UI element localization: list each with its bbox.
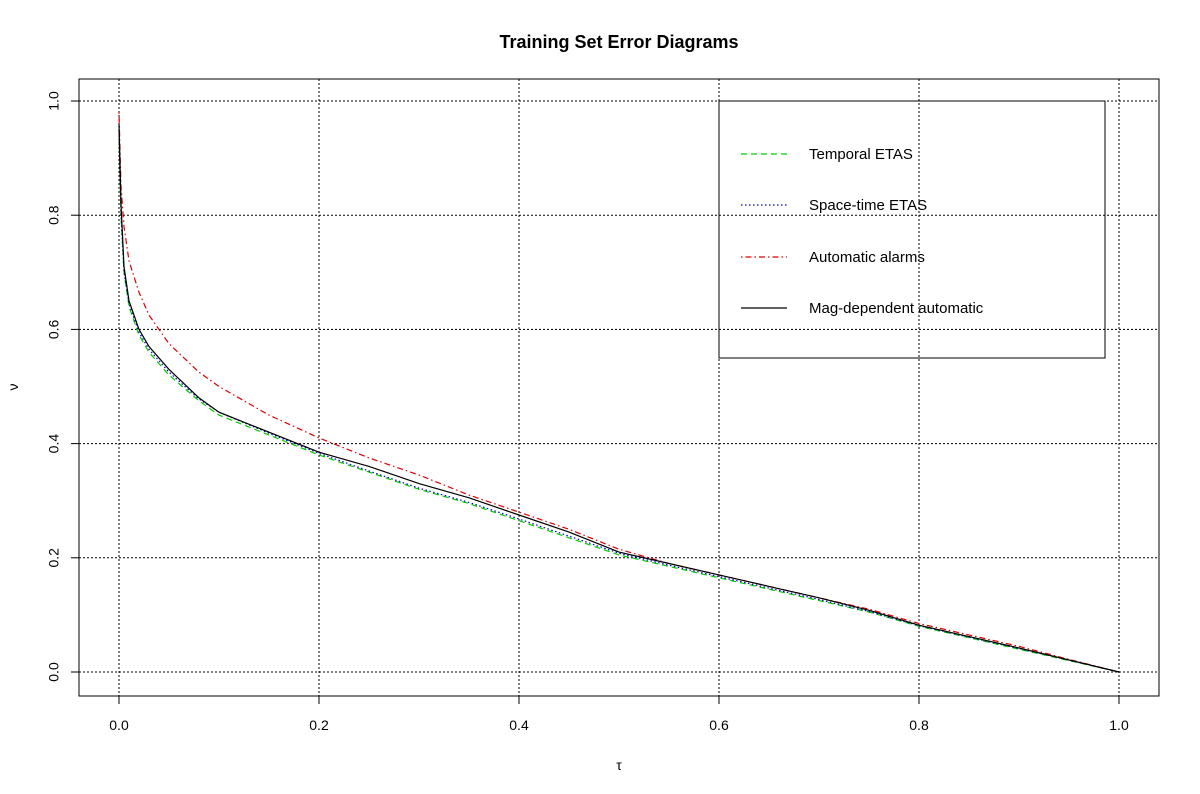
- series-line-0: [118, 129, 1120, 673]
- plot-frame: [78, 78, 1160, 697]
- y-tick-label: 0.2: [46, 548, 62, 568]
- series-line-1: [118, 129, 1120, 673]
- x-tick-label: 0.6: [709, 717, 729, 733]
- series-line-3: [118, 123, 1120, 673]
- y-tick-label: 0.4: [46, 434, 62, 454]
- x-tick-label: 0.8: [909, 717, 929, 733]
- x-axis-label: τ: [616, 757, 622, 773]
- legend-label-3: Mag-dependent automatic: [809, 300, 984, 317]
- x-tick-label: 0.2: [309, 717, 329, 733]
- legend-label-0: Temporal ETAS: [809, 146, 913, 163]
- series-line-2: [118, 112, 1120, 673]
- x-tick-label: 1.0: [1109, 717, 1129, 733]
- y-tick-label: 0.0: [46, 662, 62, 682]
- y-axis: 0.0 0.2 0.4 0.6 0.8 1.0: [46, 91, 79, 682]
- legend-label-1: Space-time ETAS: [809, 197, 927, 214]
- chart-title: Training Set Error Diagrams: [499, 32, 738, 52]
- y-tick-label: 0.8: [46, 205, 62, 225]
- series-layer: [118, 112, 1120, 673]
- x-axis: 0.0 0.2 0.4 0.6 0.8 1.0: [109, 696, 1129, 733]
- legend-label-2: Automatic alarms: [809, 249, 925, 266]
- y-tick-label: 1.0: [46, 91, 62, 111]
- y-axis-label: ν: [5, 384, 21, 391]
- x-tick-label: 0.4: [509, 717, 529, 733]
- legend-box: [718, 100, 1106, 359]
- x-tick-label: 0.0: [109, 717, 129, 733]
- y-tick-label: 0.6: [46, 319, 62, 339]
- grid: [79, 79, 1159, 696]
- legend: Temporal ETAS Space-time ETAS Automatic al…: [718, 100, 1106, 359]
